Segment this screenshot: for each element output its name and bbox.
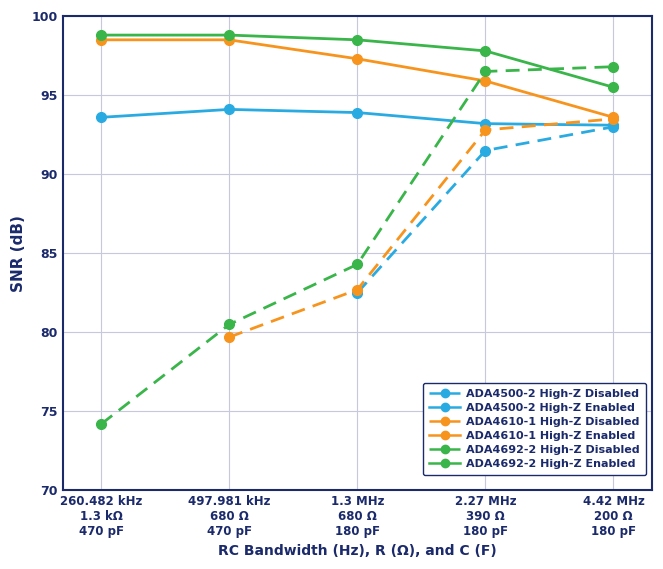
ADA4692-2 High-Z Enabled (353, 36, 361, 43)
ADA4500-2 High-Z Disabled (353, 290, 361, 296)
X-axis label: RC Bandwidth (Hz), R (Ω), and C (F): RC Bandwidth (Hz), R (Ω), and C (F) (218, 544, 497, 558)
ADA4692-2 High-Z Enabled (481, 47, 489, 54)
ADA4500-2 High-Z Enabled (353, 109, 361, 116)
ADA4610-1 High-Z Enabled (609, 114, 617, 121)
ADA4500-2 High-Z Enabled (225, 106, 233, 113)
ADA4692-2 High-Z Disabled (353, 261, 361, 268)
Line: ADA4692-2 High-Z Enabled: ADA4692-2 High-Z Enabled (96, 30, 619, 92)
ADA4692-2 High-Z Disabled (97, 420, 105, 427)
ADA4692-2 High-Z Enabled (97, 32, 105, 39)
Legend: ADA4500-2 High-Z Disabled, ADA4500-2 High-Z Enabled, ADA4610-1 High-Z Disabled, : ADA4500-2 High-Z Disabled, ADA4500-2 Hig… (423, 382, 646, 476)
ADA4610-1 High-Z Disabled (609, 116, 617, 122)
ADA4610-1 High-Z Disabled (353, 286, 361, 293)
ADA4500-2 High-Z Enabled (481, 120, 489, 127)
ADA4610-1 High-Z Disabled (481, 126, 489, 133)
ADA4610-1 High-Z Enabled (225, 36, 233, 43)
ADA4692-2 High-Z Disabled (225, 321, 233, 328)
ADA4500-2 High-Z Disabled (481, 147, 489, 154)
Line: ADA4500-2 High-Z Enabled: ADA4500-2 High-Z Enabled (96, 105, 619, 130)
ADA4692-2 High-Z Enabled (609, 84, 617, 90)
ADA4610-1 High-Z Enabled (97, 36, 105, 43)
ADA4610-1 High-Z Disabled (225, 333, 233, 340)
ADA4692-2 High-Z Enabled (225, 32, 233, 39)
Line: ADA4692-2 High-Z Disabled: ADA4692-2 High-Z Disabled (96, 62, 619, 429)
ADA4692-2 High-Z Disabled (481, 68, 489, 75)
ADA4500-2 High-Z Disabled (609, 123, 617, 130)
ADA4500-2 High-Z Enabled (609, 122, 617, 129)
ADA4610-1 High-Z Enabled (481, 77, 489, 84)
ADA4500-2 High-Z Enabled (97, 114, 105, 121)
Line: ADA4610-1 High-Z Enabled: ADA4610-1 High-Z Enabled (96, 35, 619, 122)
Line: ADA4610-1 High-Z Disabled: ADA4610-1 High-Z Disabled (224, 114, 619, 342)
ADA4692-2 High-Z Disabled (609, 63, 617, 70)
Line: ADA4500-2 High-Z Disabled: ADA4500-2 High-Z Disabled (353, 122, 619, 298)
ADA4610-1 High-Z Enabled (353, 55, 361, 62)
Y-axis label: SNR (dB): SNR (dB) (11, 215, 26, 292)
